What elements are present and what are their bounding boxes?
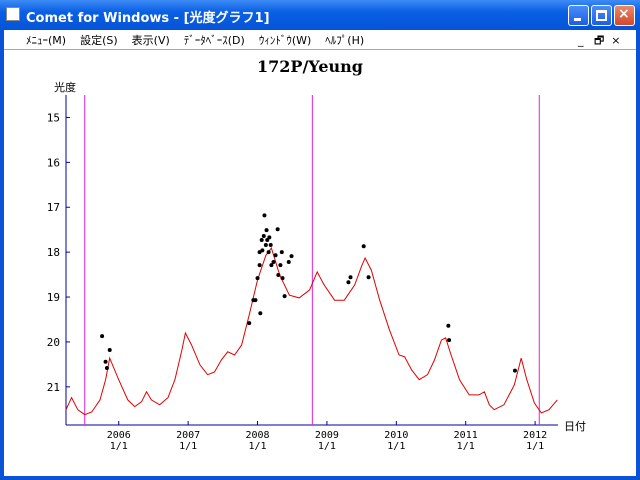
- client-area: [4, 50, 636, 476]
- title-bar: Comet for Windows - [光度グラフ1] ×: [0, 0, 640, 30]
- x-tick-label: 2009 1/1: [314, 430, 339, 452]
- mdi-buttons[interactable]: _ 🗗 ×: [578, 34, 621, 47]
- observation: [255, 276, 260, 281]
- y-tick-label: 15: [47, 111, 60, 124]
- observation: [282, 294, 287, 299]
- observation: [278, 263, 283, 268]
- y-tick-label: 16: [47, 156, 60, 169]
- observation: [104, 365, 109, 370]
- y-tick-label: 17: [47, 201, 60, 214]
- observation: [280, 276, 285, 281]
- x-tick-label: 2006 1/1: [106, 430, 131, 452]
- menu-item[interactable]: 表示(V): [131, 34, 170, 47]
- observation: [269, 263, 274, 268]
- minimize-button[interactable]: [568, 5, 589, 26]
- observation: [446, 323, 451, 328]
- observation: [512, 368, 517, 373]
- observation: [261, 233, 266, 238]
- y-tick-label: 19: [47, 291, 60, 304]
- observation: [366, 275, 371, 280]
- observation: [286, 260, 291, 265]
- observation: [262, 213, 267, 218]
- observation: [447, 338, 452, 343]
- observation: [253, 298, 258, 303]
- menu-bar: _ 🗗 × ﾒﾆｭｰ(M) 設定(S) 表示(V) ﾃﾞｰﾀﾍﾞｰｽ(D) ｳｨﾝﾄﾞｳ…: [4, 30, 636, 50]
- observation: [263, 242, 268, 247]
- y-axis-label: 光度: [54, 80, 76, 94]
- observation: [361, 244, 366, 249]
- observation: [247, 321, 252, 326]
- observation: [257, 263, 262, 268]
- observation: [346, 280, 351, 285]
- maximize-button[interactable]: [591, 5, 612, 26]
- observation: [266, 250, 271, 255]
- observation: [267, 235, 272, 240]
- x-tick-label: 2007 1/1: [176, 430, 201, 452]
- observation: [279, 250, 284, 255]
- observation: [264, 228, 269, 233]
- observation: [259, 238, 264, 243]
- observation: [289, 254, 294, 259]
- observation: [107, 348, 112, 353]
- y-tick-label: 20: [47, 336, 60, 349]
- observation: [276, 273, 281, 278]
- observation: [268, 242, 273, 247]
- y-tick-label: 18: [47, 246, 60, 259]
- x-axis-label: 日付: [564, 420, 586, 433]
- observation: [258, 311, 263, 316]
- observation: [265, 238, 270, 243]
- observation: [348, 275, 353, 280]
- window-title: Comet for Windows - [光度グラフ1]: [26, 11, 270, 26]
- menu-item[interactable]: 設定(S): [80, 34, 118, 47]
- observation: [271, 260, 276, 265]
- chart-title: 172P/Yeung: [257, 57, 363, 76]
- y-tick-label: 21: [47, 381, 60, 394]
- x-tick-label: 2012 1/1: [523, 430, 548, 452]
- observation: [275, 227, 280, 232]
- light-curve: [65, 247, 558, 416]
- x-tick-label: 2008 1/1: [245, 430, 270, 452]
- menu-item[interactable]: ﾃﾞｰﾀﾍﾞｰｽ(D): [183, 34, 245, 47]
- observation: [100, 334, 105, 339]
- app-icon: [6, 7, 20, 21]
- observation: [273, 253, 278, 258]
- menu-item[interactable]: ﾒﾆｭｰ(M): [26, 34, 67, 47]
- menu-item[interactable]: ｳｨﾝﾄﾞｳ(W): [258, 34, 312, 47]
- x-tick-label: 2010 1/1: [384, 430, 409, 452]
- observation: [103, 359, 108, 364]
- x-tick-label: 2011 1/1: [453, 430, 478, 452]
- close-button[interactable]: ×: [614, 5, 635, 26]
- menu-item[interactable]: ﾍﾙﾌﾟ(H): [325, 34, 365, 47]
- observation: [260, 248, 265, 253]
